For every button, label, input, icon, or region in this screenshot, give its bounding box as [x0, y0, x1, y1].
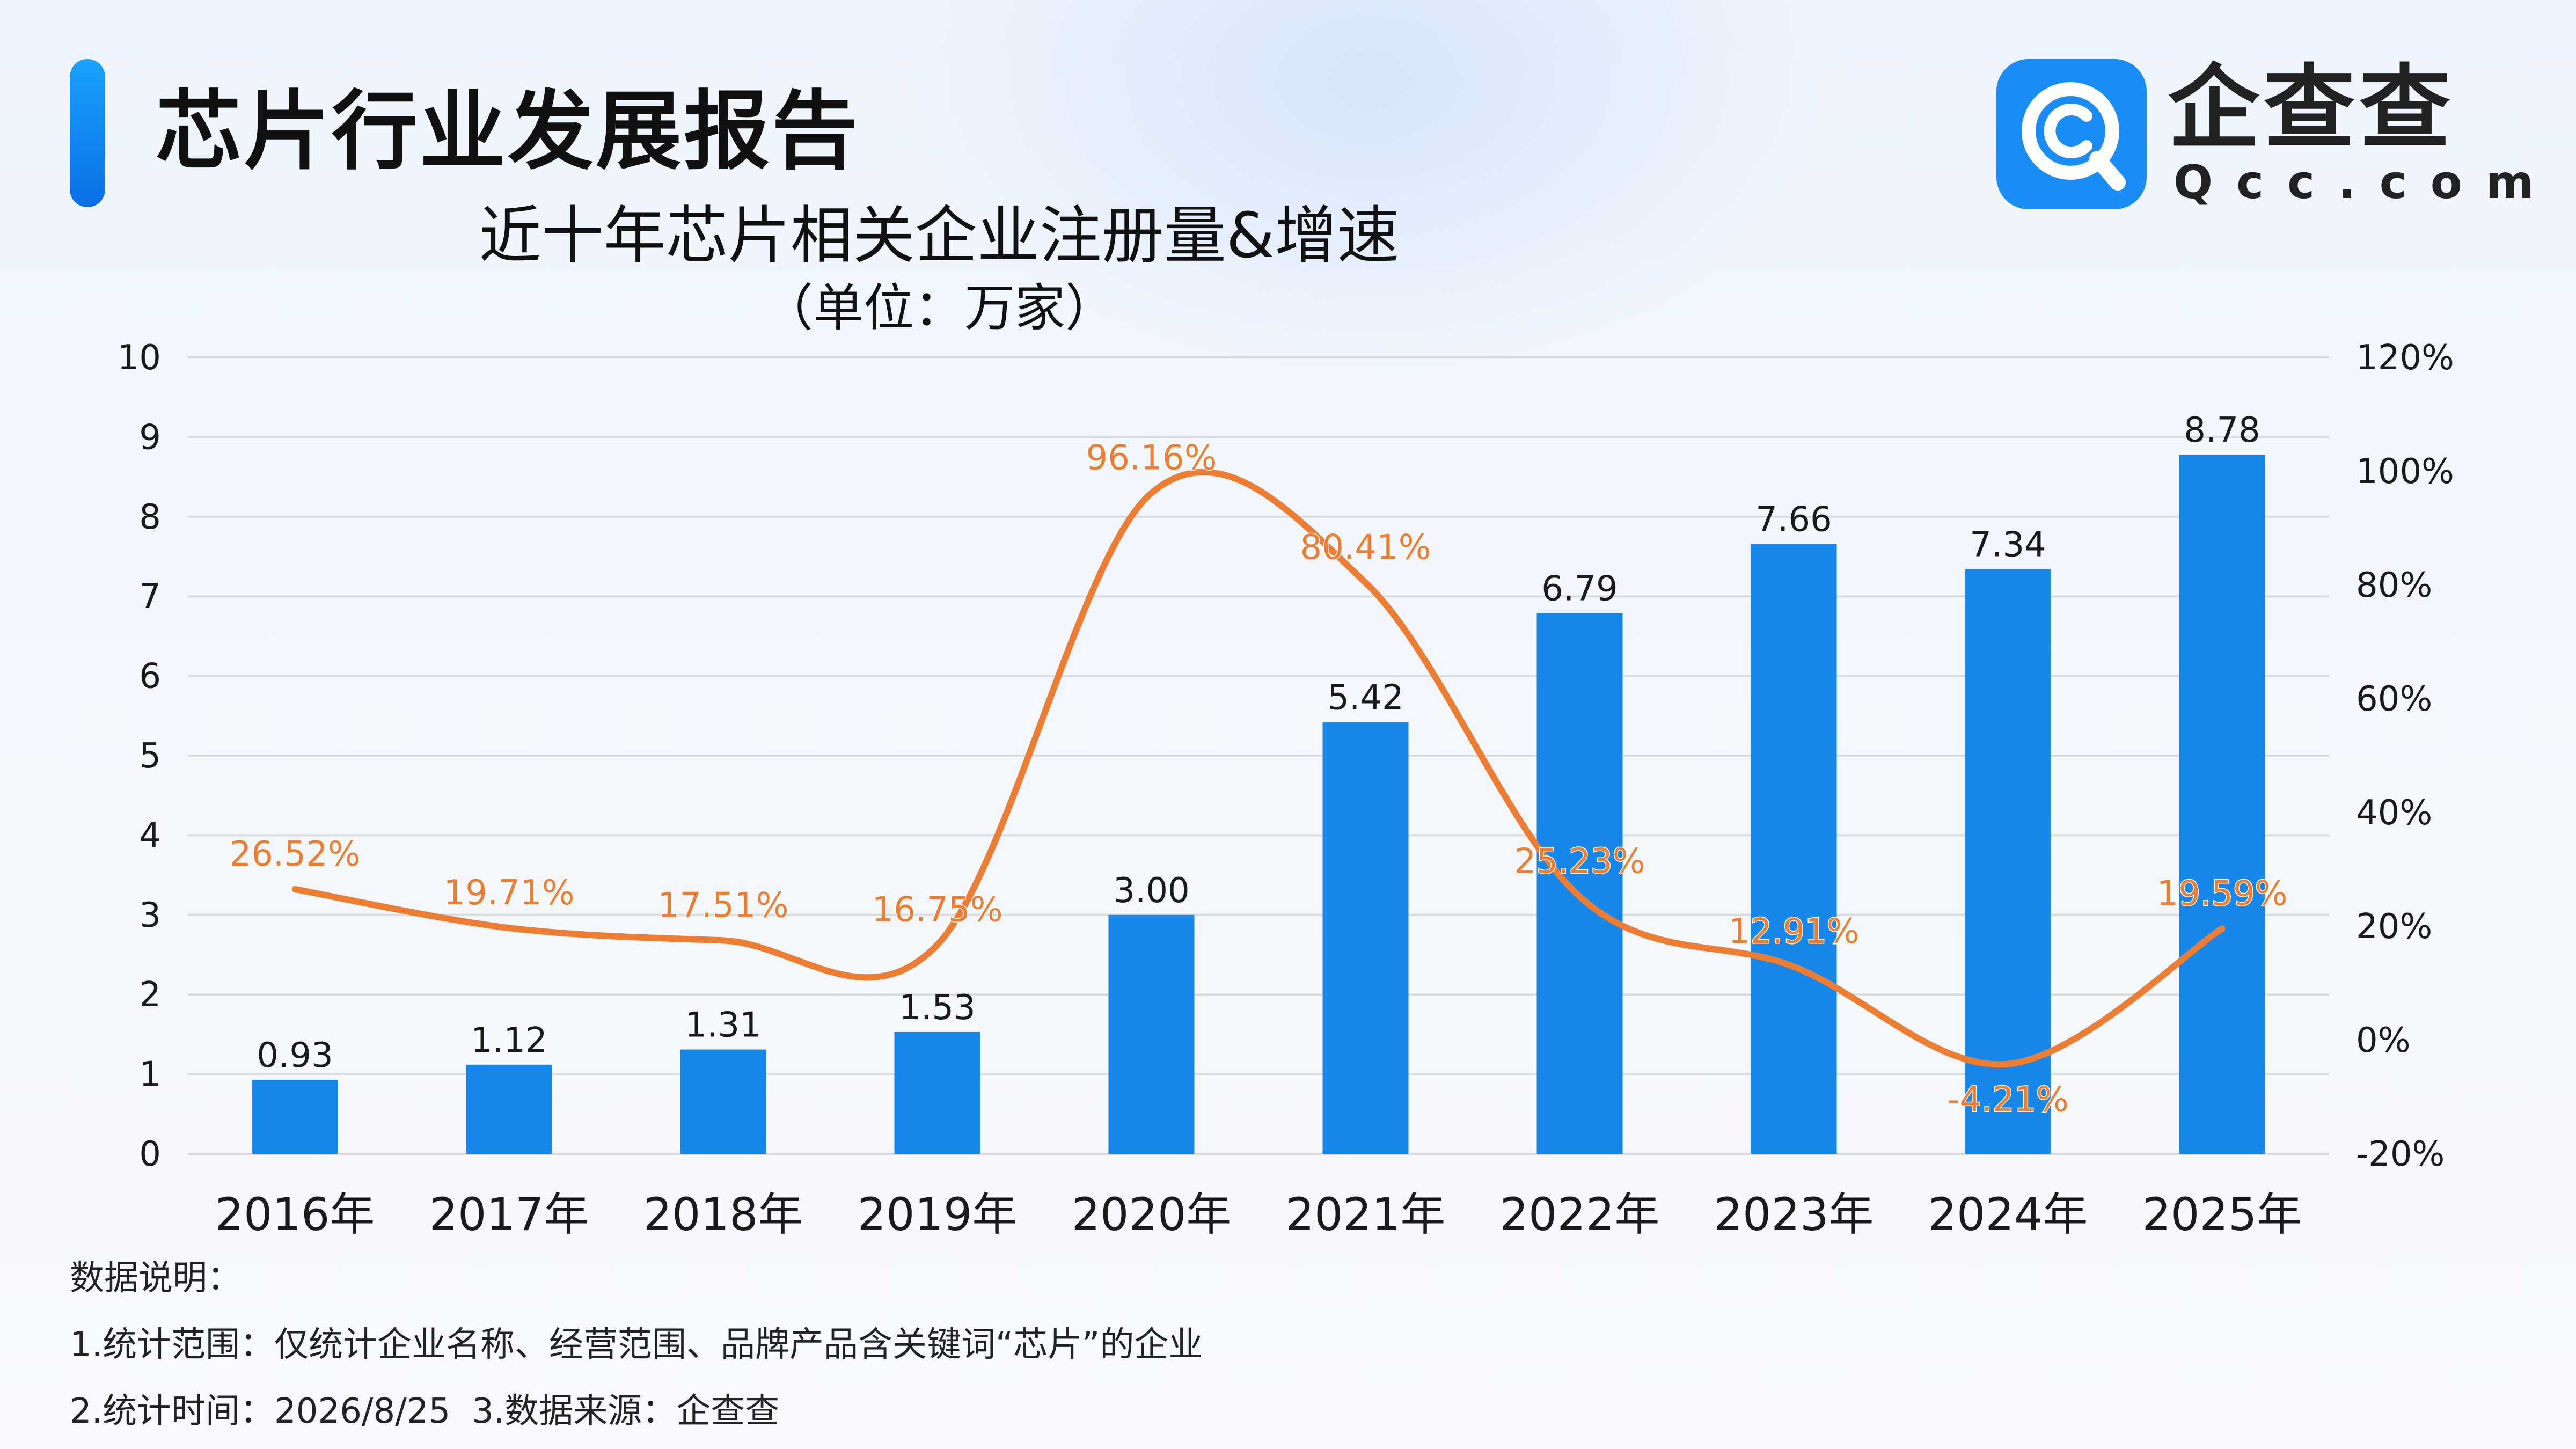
bar-value-label: 3.00 [1113, 871, 1190, 911]
growth-value-label: 26.52% [229, 835, 360, 874]
x-category-label: 2024年 [1928, 1188, 2088, 1241]
growth-value-label: 16.75% [872, 890, 1002, 930]
bar [894, 1031, 980, 1154]
growth-value-label: 19.59% [2156, 874, 2287, 913]
notes-time: 2.统计时间：2026/8/25 [70, 1392, 451, 1431]
chart-subtitle: （单位：万家） [762, 279, 1116, 338]
y-right-tick-label: 20% [2356, 907, 2432, 947]
y-left-tick-label: 2 [139, 975, 161, 1015]
growth-value-label: 19.71% [443, 873, 574, 913]
logo-name: 企查查 [2168, 55, 2455, 162]
chart-title: 近十年芯片相关企业注册量&增速 [479, 200, 1400, 272]
growth-value-label: 80.41% [1300, 528, 1431, 568]
bar-value-label: 5.42 [1327, 678, 1404, 718]
bar [1751, 544, 1837, 1154]
data-notes: 数据说明： 1.统计范围：仅统计企业名称、经营范围、品牌产品含关键词“芯片”的企… [70, 1245, 1203, 1445]
bar-value-label: 8.78 [2184, 411, 2260, 450]
title-accent-bar [70, 59, 105, 207]
x-category-label: 2019年 [858, 1188, 1018, 1241]
y-right-tick-label: 120% [2356, 338, 2454, 378]
y-left-tick-label: 10 [118, 338, 161, 378]
bar-value-label: 7.66 [1755, 500, 1832, 539]
x-category-label: 2017年 [429, 1188, 589, 1241]
bar-value-label: 1.12 [471, 1021, 547, 1060]
growth-value-label: 12.91% [1728, 912, 1859, 952]
bar [252, 1079, 338, 1154]
bar-value-label: 1.31 [685, 1006, 762, 1045]
y-left-tick-label: 4 [139, 816, 161, 855]
bar-value-label: 1.53 [899, 988, 976, 1028]
growth-value-label: 25.23% [1514, 842, 1645, 882]
x-category-label: 2023年 [1714, 1188, 1874, 1241]
page-title: 芯片行业发展报告 [156, 81, 860, 181]
x-category-label: 2021年 [1286, 1188, 1446, 1241]
y-right-tick-label: -20% [2356, 1135, 2445, 1174]
y-left-tick-label: 3 [139, 896, 161, 935]
y-left-tick-label: 9 [139, 418, 161, 457]
y-left-tick-label: 0 [139, 1135, 161, 1174]
bar-value-label: 6.79 [1541, 569, 1618, 609]
y-right-tick-label: 40% [2356, 793, 2432, 833]
logo-domain: Qcc.com [2174, 156, 2558, 209]
qcc-logo: 企查查 Qcc.com [1996, 55, 2534, 209]
y-right-tick-label: 80% [2356, 566, 2432, 605]
notes-time-source: 2.统计时间：2026/8/25 3.数据来源：企查查 [70, 1378, 1203, 1445]
growth-line [291, 469, 2226, 1068]
notes-scope: 1.统计范围：仅统计企业名称、经营范围、品牌产品含关键词“芯片”的企业 [70, 1325, 1203, 1365]
y-right-tick-label: 60% [2356, 679, 2432, 719]
bar-value-label: 7.34 [1970, 525, 2046, 565]
qcc-magnifier-icon [2022, 82, 2126, 191]
notes-heading: 数据说明： [70, 1258, 241, 1298]
x-category-label: 2022年 [1500, 1188, 1660, 1241]
y-left-tick-label: 7 [139, 577, 161, 617]
x-category-label: 2016年 [215, 1188, 375, 1241]
bar [1108, 914, 1195, 1154]
y-left-tick-label: 5 [139, 736, 161, 776]
growth-value-label: 17.51% [657, 885, 788, 925]
growth-value-label: -4.21% [1947, 1080, 2068, 1120]
bar [466, 1064, 552, 1154]
x-category-label: 2025年 [2142, 1188, 2302, 1241]
bar [1536, 613, 1623, 1154]
y-left-tick-label: 1 [139, 1055, 161, 1095]
bar [1322, 722, 1409, 1154]
y-right-tick-label: 0% [2356, 1021, 2411, 1060]
y-left-tick-label: 6 [139, 657, 161, 697]
qcc-logo-badge [1996, 59, 2147, 209]
bar [2179, 455, 2265, 1154]
x-category-label: 2018年 [643, 1188, 803, 1241]
x-category-label: 2020年 [1072, 1188, 1232, 1241]
bar [680, 1049, 766, 1154]
growth-value-label: 96.16% [1086, 438, 1217, 478]
y-right-tick-label: 100% [2356, 452, 2454, 492]
y-left-tick-label: 8 [139, 497, 161, 537]
notes-source: 3.数据来源：企查查 [472, 1392, 780, 1431]
bar-value-label: 0.93 [257, 1036, 333, 1075]
